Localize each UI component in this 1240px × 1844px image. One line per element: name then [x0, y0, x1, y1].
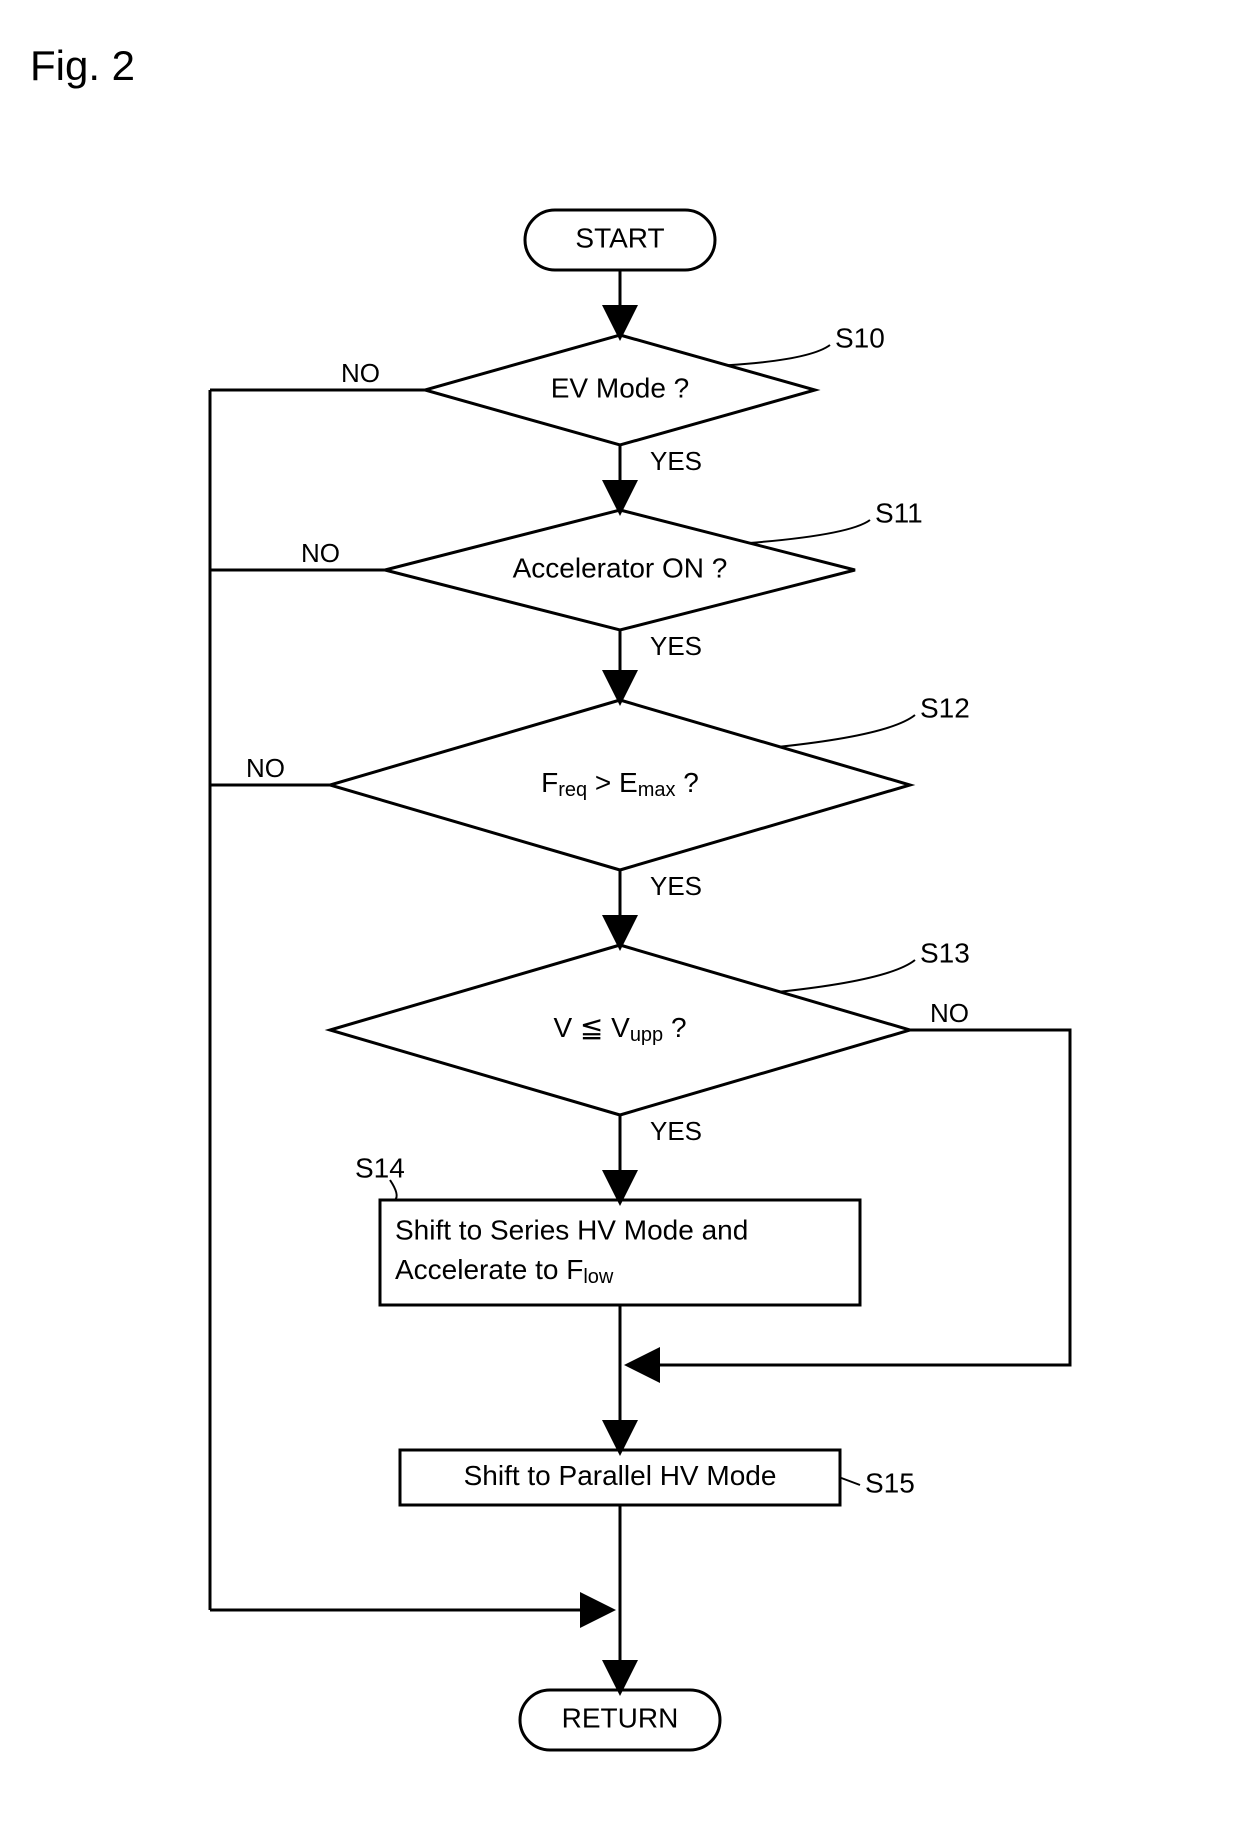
svg-text:YES: YES — [650, 446, 702, 476]
flowchart-svg: Fig. 2 START EV Mode ? S10 YES NO Accelerator … — [0, 0, 1240, 1844]
svg-text:S11: S11 — [875, 497, 923, 528]
svg-text:S15: S15 — [865, 1467, 915, 1498]
svg-text:RETURN: RETURN — [562, 1702, 679, 1733]
figure-title: Fig. 2 — [30, 42, 135, 89]
svg-text:YES: YES — [650, 631, 702, 661]
svg-text:YES: YES — [650, 871, 702, 901]
svg-text:NO: NO — [301, 538, 340, 568]
svg-text:Accelerate to Flow: Accelerate to Flow — [395, 1254, 614, 1288]
svg-text:NO: NO — [246, 753, 285, 783]
svg-text:Shift to Series HV Mode and: Shift to Series HV Mode and — [395, 1214, 748, 1245]
svg-text:S14: S14 — [355, 1152, 405, 1183]
svg-text:V ≦ Vupp ?: V ≦ Vupp ? — [553, 1012, 686, 1046]
svg-text:S10: S10 — [835, 322, 885, 353]
svg-text:Shift to Parallel HV Mode: Shift to Parallel HV Mode — [464, 1460, 777, 1491]
svg-text:NO: NO — [930, 998, 969, 1028]
svg-text:EV Mode ?: EV Mode ? — [551, 372, 690, 403]
svg-text:START: START — [575, 222, 664, 253]
svg-text:Freq > Emax ?: Freq > Emax ? — [541, 767, 699, 801]
svg-text:YES: YES — [650, 1116, 702, 1146]
svg-text:NO: NO — [341, 358, 380, 388]
svg-text:S13: S13 — [920, 937, 970, 968]
svg-text:S12: S12 — [920, 692, 970, 723]
svg-text:Accelerator ON ?: Accelerator ON ? — [513, 552, 728, 583]
